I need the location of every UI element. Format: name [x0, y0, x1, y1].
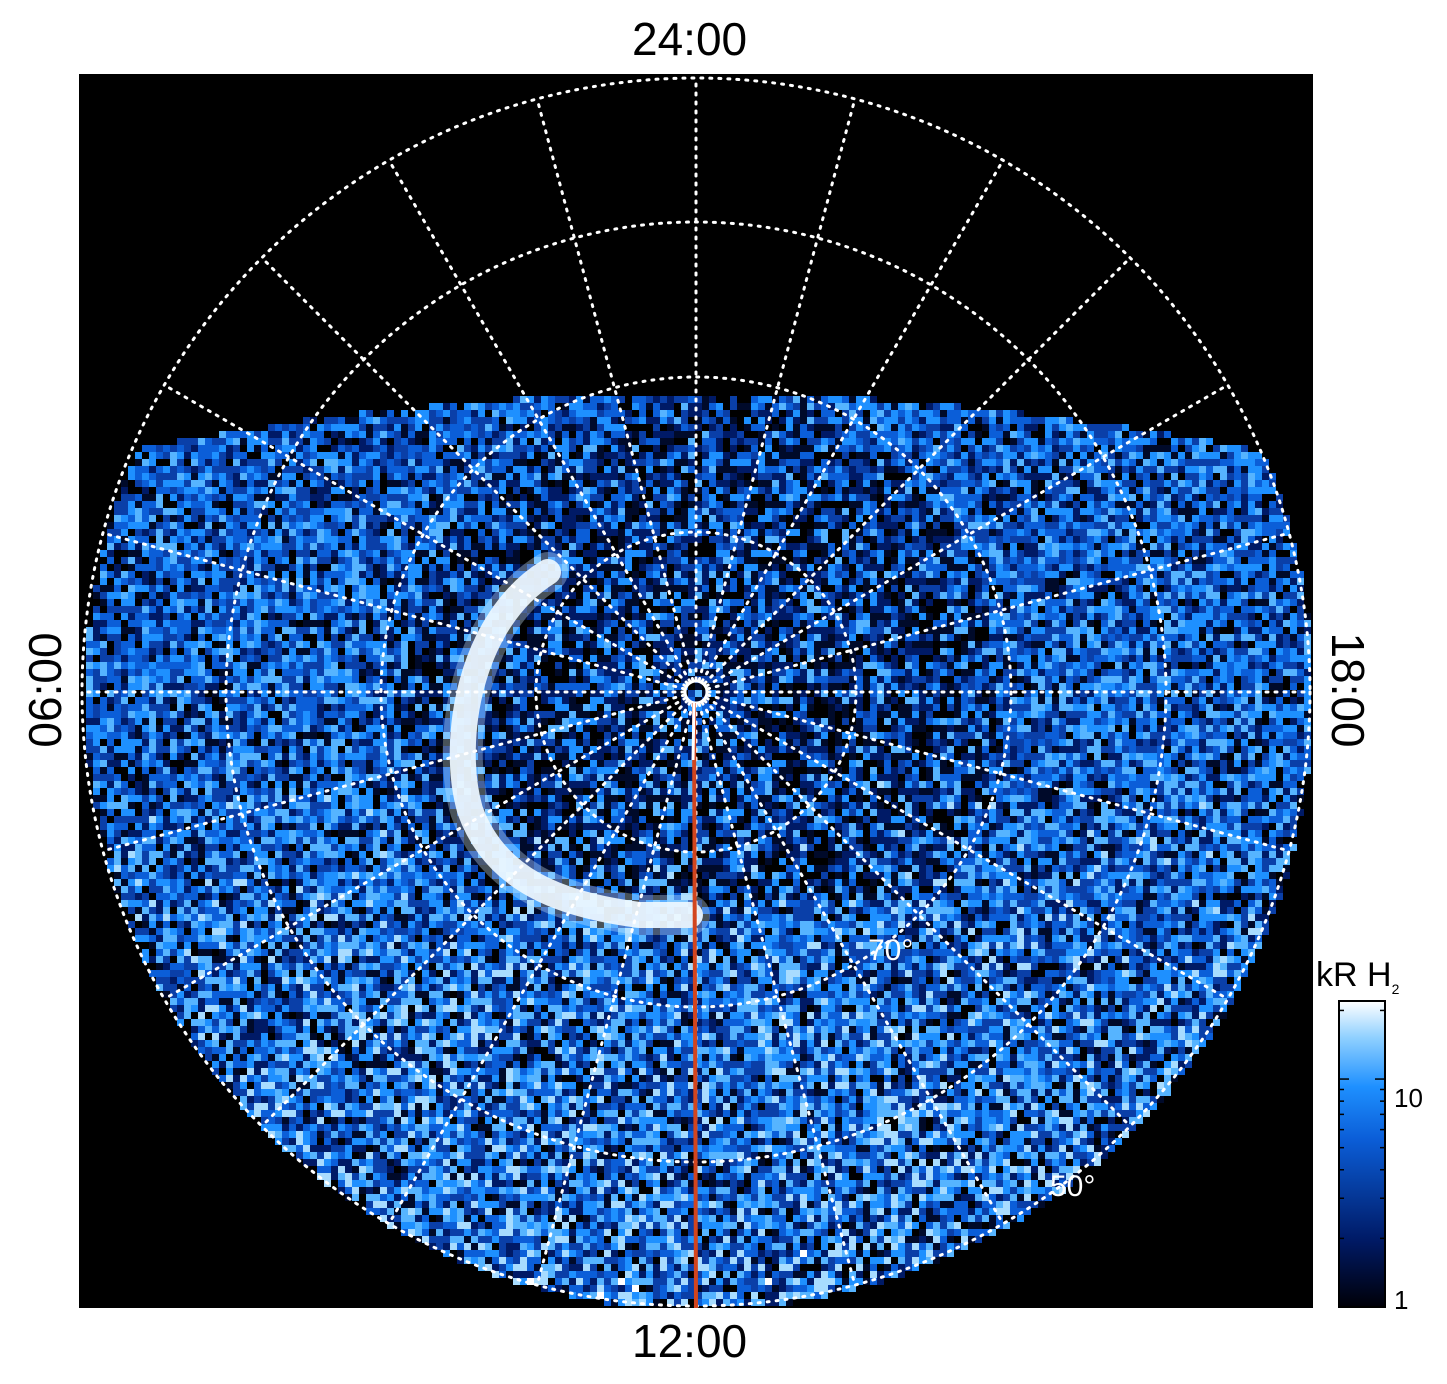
meridian-spoke	[387, 700, 692, 1226]
meridian-spoke	[702, 698, 1132, 1128]
meridian-spoke	[387, 158, 692, 684]
meridian-spoke	[162, 696, 688, 1001]
local-time-label-bottom: 12:00	[632, 1315, 748, 1367]
meridian-spoke	[704, 696, 1230, 1001]
latitude-label-50: 50°	[1050, 1170, 1095, 1203]
meridian-spoke	[535, 702, 695, 1287]
meridian-spoke	[260, 698, 690, 1128]
latitude-label-70: 70°	[868, 934, 913, 967]
meridian-spoke	[702, 256, 1132, 686]
colorbar-tick-10: 10	[1394, 1083, 1423, 1113]
meridian-spoke	[706, 693, 1291, 853]
colorbar-title-sub: 2	[1391, 980, 1400, 997]
local-time-label-right: 18:00	[1322, 632, 1374, 748]
noon-meridian-line	[692, 702, 698, 1309]
noon-meridian-line-upper	[691, 702, 696, 761]
meridian-spoke	[162, 383, 688, 688]
meridian-spoke	[706, 531, 1291, 691]
auroral-main-oval	[442, 552, 710, 935]
meridian-spoke	[700, 700, 1005, 1226]
colorbar-title-main: kR H	[1316, 956, 1392, 994]
emission-noise-field	[86, 396, 1311, 1306]
meridian-spoke	[260, 256, 690, 686]
local-time-label-left: 06:00	[19, 632, 71, 748]
colorbar-title: kR H2	[1316, 956, 1399, 997]
meridian-spoke	[700, 158, 1005, 684]
meridian-spoke	[697, 97, 857, 682]
meridian-spoke	[704, 383, 1230, 688]
colorbar	[1338, 1000, 1386, 1308]
colorbar-tick-1: 1	[1394, 1285, 1409, 1315]
meridian-spoke	[101, 693, 686, 853]
meridian-spoke	[101, 531, 686, 691]
colorbar-gradient	[1338, 1000, 1386, 1308]
local-time-label-top: 24:00	[632, 13, 748, 65]
meridian-spoke	[697, 702, 857, 1287]
meridian-spoke	[535, 97, 695, 682]
